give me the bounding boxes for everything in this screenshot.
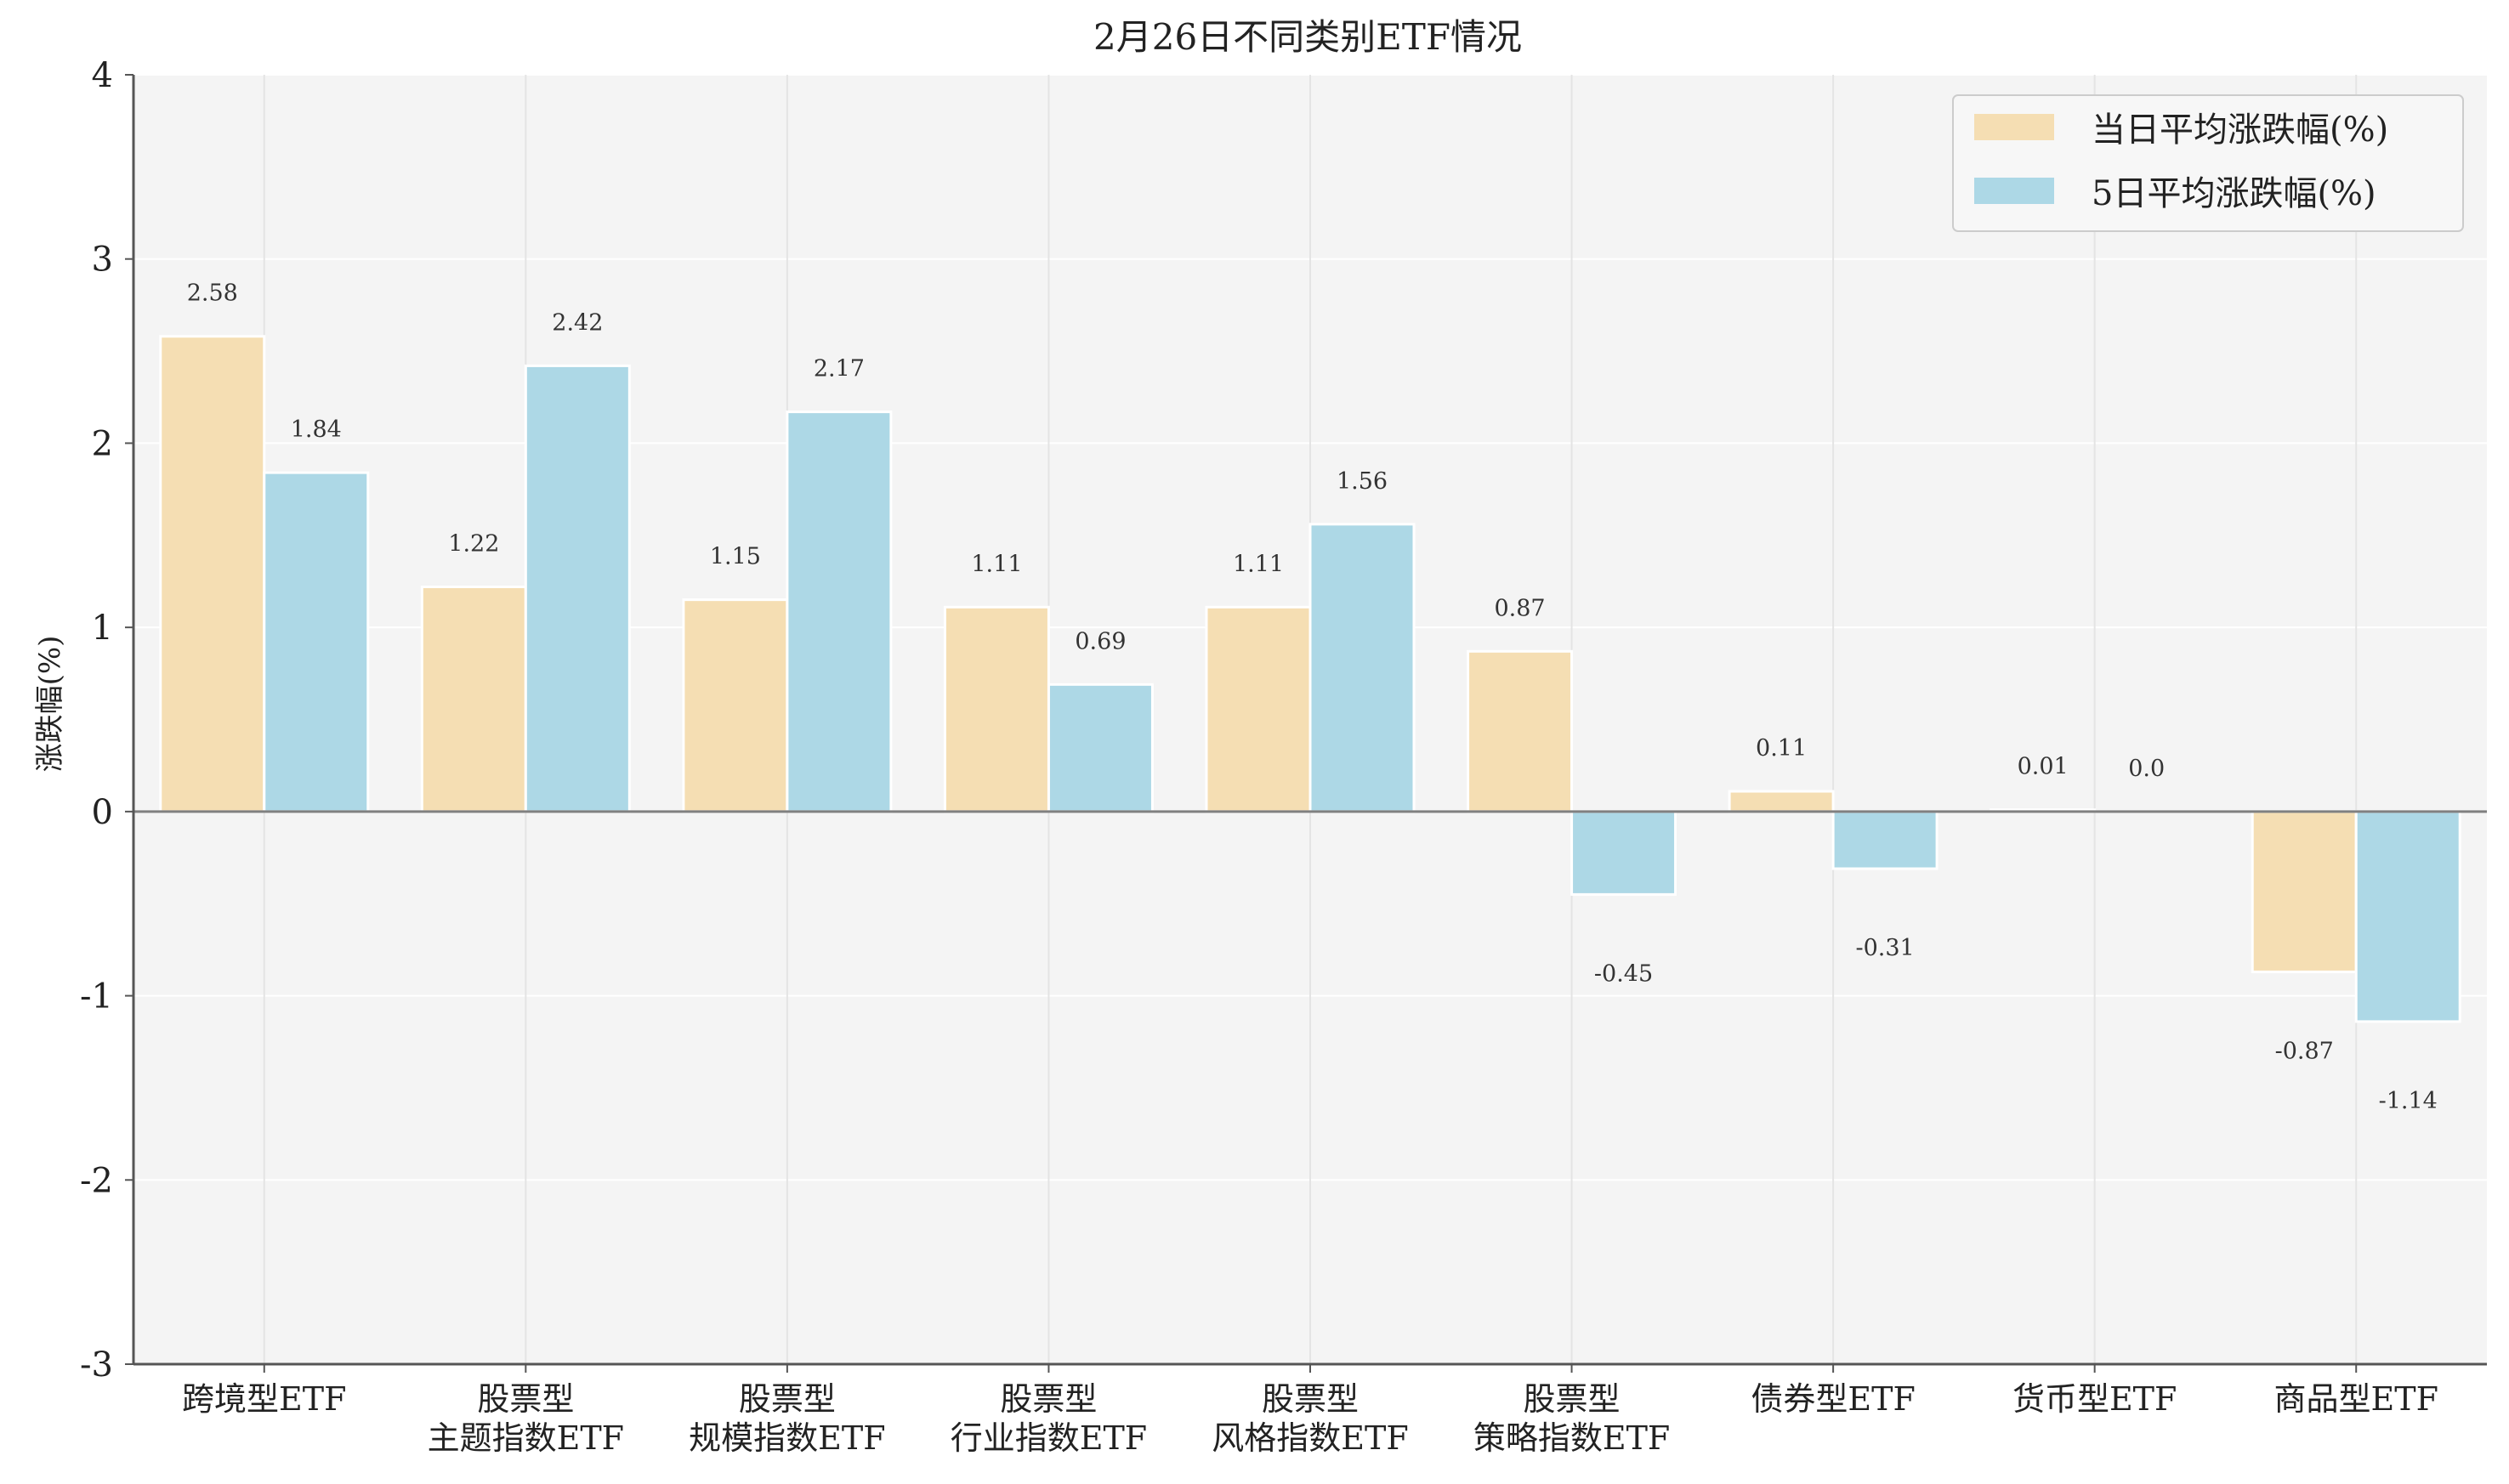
legend-frame	[1952, 94, 2464, 232]
value-label: 0.69	[1075, 628, 1126, 654]
bar-today	[1467, 649, 1574, 813]
value-label: -0.87	[2275, 1038, 2334, 1064]
bar-5day	[1047, 683, 1154, 813]
x-tick-label: 主题指数ETF	[428, 1419, 624, 1457]
x-tick-label: 货币型ETF	[2012, 1380, 2177, 1418]
value-label: 0.11	[1756, 735, 1807, 762]
legend-swatch-today	[1974, 114, 2054, 140]
bar-5day	[1831, 810, 1939, 870]
bar-5day	[1570, 810, 1677, 896]
y-tick-label: 4	[92, 56, 113, 95]
value-label: 1.11	[971, 551, 1022, 577]
bar-5day	[786, 411, 893, 813]
value-label: 1.15	[710, 544, 761, 570]
value-label: 1.84	[291, 416, 342, 443]
x-tick-label: 行业指数ETF	[951, 1419, 1147, 1457]
x-tick-label: 股票型	[1000, 1380, 1097, 1418]
bar-5day	[2354, 810, 2461, 1023]
bar-5day	[524, 364, 631, 813]
value-label: 1.22	[448, 530, 499, 557]
value-label: 0.87	[1494, 595, 1545, 621]
value-label: 2.58	[187, 280, 238, 307]
legend-label-5day: 5日平均涨跌幅(%)	[2092, 174, 2376, 213]
bars	[159, 335, 2461, 1023]
bar-today	[159, 335, 266, 813]
x-tick-label: 风格指数ETF	[1212, 1419, 1408, 1457]
bar-today	[943, 605, 1050, 813]
y-tick-label: 1	[92, 609, 113, 648]
x-tick-label: 股票型	[1524, 1380, 1621, 1418]
x-tick-label: 策略指数ETF	[1473, 1419, 1670, 1457]
bar-today	[1205, 605, 1312, 813]
legend: 当日平均涨跌幅(%) 5日平均涨跌幅(%)	[1952, 94, 2464, 232]
x-tick-label: 股票型	[477, 1380, 574, 1418]
value-label: 1.11	[1233, 551, 1284, 577]
y-ticks: -3 -2 -1 0 1 2 3 4	[80, 56, 133, 1385]
x-tick-label: 股票型	[739, 1380, 836, 1418]
bar-today	[420, 585, 527, 813]
value-label: -1.14	[2379, 1088, 2438, 1114]
bar-today	[2251, 810, 2358, 973]
chart-title: 2月26日不同类别ETF情况	[1093, 16, 1522, 58]
x-tick-label: 股票型	[1262, 1380, 1359, 1418]
value-label: 0.01	[2018, 754, 2069, 780]
x-tick-label: 规模指数ETF	[689, 1419, 885, 1457]
y-tick-label: 2	[92, 424, 113, 463]
value-labels: 2.58 1.22 1.15 1.11 1.11 0.87 0.11 0.01 -0.87 1.8…	[187, 280, 2438, 1114]
legend-swatch-5day	[1974, 178, 2054, 204]
y-tick-label: 3	[92, 241, 113, 280]
bar-5day	[1308, 523, 1416, 813]
x-tick-label: 债券型ETF	[1751, 1380, 1915, 1418]
value-label: -0.45	[1594, 960, 1653, 987]
x-tick-label: 跨境型ETF	[182, 1380, 346, 1418]
y-tick-label: -2	[80, 1161, 113, 1200]
x-ticks: 跨境型ETF 股票型主题指数ETF股票型规模指数ETF股票型行业指数ETF股票型风…	[182, 1364, 2438, 1457]
x-tick-label: 商品型ETF	[2273, 1380, 2438, 1418]
y-tick-label: -3	[80, 1345, 113, 1385]
value-label: 2.17	[814, 356, 865, 382]
value-label: 0.0	[2128, 756, 2165, 782]
y-tick-label: 0	[92, 793, 113, 832]
y-axis-title: 涨跌幅(%)	[33, 636, 67, 773]
bar-5day	[263, 471, 370, 813]
value-label: -0.31	[1855, 935, 1914, 961]
value-label: 1.56	[1337, 468, 1388, 495]
value-label: 2.42	[552, 309, 603, 336]
bar-today	[682, 598, 789, 813]
y-tick-label: -1	[80, 977, 113, 1017]
bar-today	[1728, 790, 1835, 813]
legend-label-today: 当日平均涨跌幅(%)	[2092, 110, 2388, 150]
